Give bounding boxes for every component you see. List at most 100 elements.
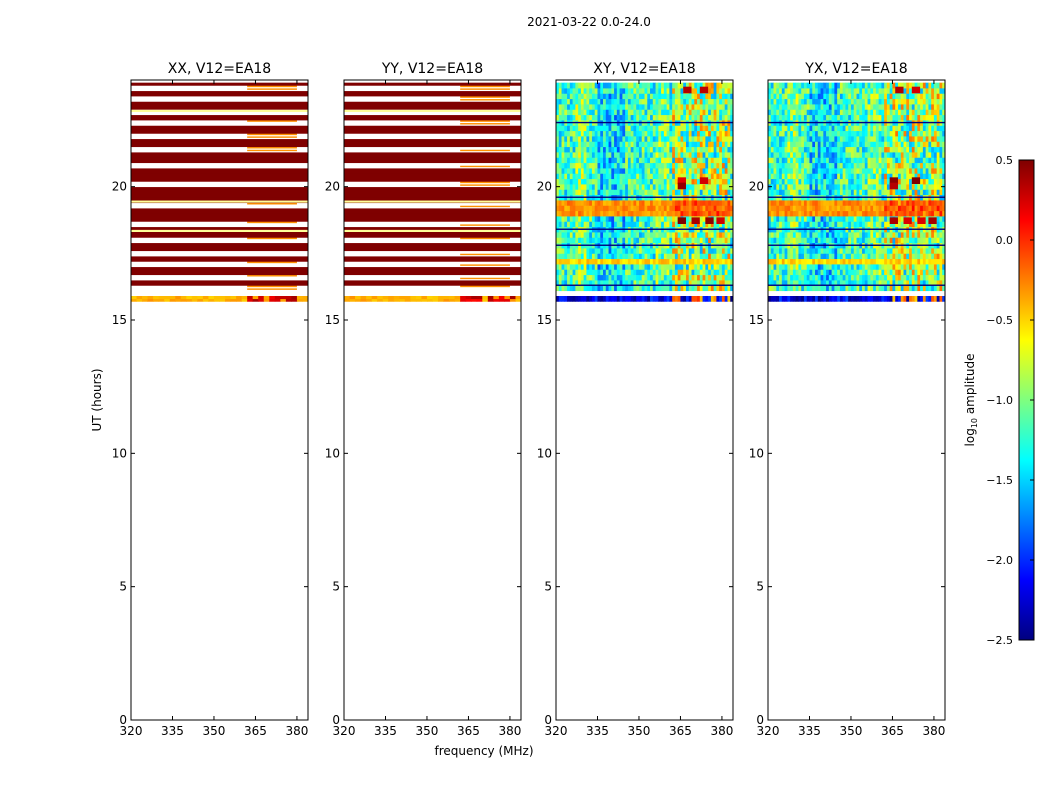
heatmap-cell bbox=[920, 258, 924, 265]
heatmap-cell bbox=[611, 109, 615, 116]
heatmap-cell bbox=[652, 173, 656, 180]
heatmap-cell bbox=[792, 285, 797, 292]
heatmap-cell bbox=[685, 146, 690, 153]
heatmap-cell bbox=[834, 296, 838, 302]
heatmap-cell bbox=[666, 189, 670, 196]
heatmap-cell bbox=[694, 248, 698, 254]
heatmap-cell bbox=[683, 173, 687, 180]
heatmap-cell bbox=[727, 253, 731, 260]
heatmap-cell bbox=[131, 218, 308, 222]
heatmap-cell bbox=[636, 114, 640, 121]
heatmap-cell bbox=[677, 177, 686, 184]
heatmap-cell bbox=[823, 162, 827, 169]
heatmap-cell bbox=[627, 248, 632, 254]
heatmap-cell bbox=[815, 216, 819, 222]
heatmap-cell bbox=[655, 109, 659, 116]
heatmap-cell bbox=[716, 205, 720, 212]
heatmap-cell bbox=[837, 141, 841, 148]
heatmap-cell bbox=[652, 253, 656, 260]
heatmap-cell bbox=[655, 269, 659, 276]
heatmap-cell bbox=[600, 141, 604, 148]
heatmap-cell bbox=[583, 173, 587, 180]
heatmap-cell bbox=[674, 200, 679, 206]
heatmap-cell bbox=[567, 125, 571, 132]
heatmap-cell bbox=[641, 253, 645, 260]
heatmap-cell bbox=[683, 248, 687, 254]
heatmap-cell bbox=[603, 296, 607, 302]
heatmap-cell bbox=[900, 269, 904, 276]
heatmap-cell bbox=[564, 178, 568, 185]
heatmap-cell bbox=[699, 264, 703, 270]
heatmap-cell bbox=[558, 221, 562, 228]
heatmap-cell bbox=[842, 274, 846, 281]
heatmap-cell bbox=[730, 258, 734, 265]
heatmap-cell bbox=[674, 82, 679, 89]
heatmap-cell bbox=[897, 258, 902, 265]
heatmap-cell bbox=[914, 200, 918, 206]
heatmap-cell bbox=[697, 146, 701, 153]
heatmap-cell bbox=[823, 157, 827, 164]
heatmap-cell bbox=[853, 253, 857, 260]
heatmap-cell bbox=[892, 162, 896, 169]
heatmap-cell bbox=[779, 253, 783, 260]
heatmap-cell bbox=[848, 269, 852, 276]
heatmap-cell bbox=[616, 98, 621, 105]
heatmap-cell bbox=[685, 200, 690, 206]
heatmap-cell bbox=[897, 296, 902, 302]
heatmap-cell bbox=[569, 274, 573, 281]
heatmap-cell bbox=[889, 264, 893, 270]
heatmap-cell bbox=[727, 130, 731, 137]
heatmap-cell bbox=[909, 157, 913, 164]
heatmap-cell bbox=[892, 152, 896, 158]
heatmap-cell bbox=[942, 146, 946, 153]
heatmap-cell bbox=[942, 141, 946, 148]
heatmap-cell bbox=[812, 253, 816, 260]
heatmap-cell bbox=[586, 189, 590, 196]
heatmap-cell bbox=[939, 248, 943, 254]
heatmap-cell bbox=[925, 200, 929, 206]
heatmap-cell bbox=[826, 168, 830, 174]
heatmap-cell bbox=[561, 146, 565, 153]
heatmap-cell bbox=[801, 173, 805, 180]
heatmap-cell bbox=[867, 162, 871, 169]
heatmap-cell bbox=[792, 280, 797, 286]
heatmap-cell bbox=[611, 205, 615, 212]
heatmap-cell bbox=[795, 178, 799, 185]
heatmap-cell bbox=[630, 125, 634, 132]
heatmap-cell bbox=[803, 274, 808, 281]
heatmap-cell bbox=[627, 221, 632, 228]
heatmap-cell bbox=[561, 184, 565, 190]
heatmap-cell bbox=[694, 114, 698, 121]
heatmap-cell bbox=[839, 178, 844, 185]
heatmap-cell bbox=[655, 216, 659, 222]
heatmap-cell bbox=[449, 298, 456, 302]
heatmap-cell bbox=[820, 237, 824, 244]
heatmap-cell bbox=[776, 253, 780, 260]
heatmap-cell bbox=[705, 130, 709, 137]
heatmap-cell bbox=[806, 205, 810, 212]
heatmap-cell bbox=[674, 125, 679, 132]
heatmap-cell bbox=[661, 152, 665, 158]
heatmap-cell bbox=[644, 205, 648, 212]
heatmap-cell bbox=[680, 269, 684, 276]
heatmap-cell bbox=[688, 280, 692, 286]
heatmap-cell bbox=[569, 285, 573, 292]
heatmap-cell bbox=[917, 205, 921, 212]
heatmap-cell bbox=[889, 157, 893, 164]
heatmap-cell bbox=[842, 264, 846, 270]
heatmap-cell bbox=[344, 218, 521, 222]
heatmap-cell bbox=[724, 136, 728, 142]
heatmap-cell bbox=[605, 104, 609, 110]
heatmap-cell bbox=[280, 298, 287, 302]
heatmap-cell bbox=[933, 248, 938, 254]
heatmap-cell bbox=[856, 210, 860, 217]
heatmap-cell bbox=[597, 93, 601, 100]
heatmap-cell bbox=[815, 162, 819, 169]
heatmap-cell bbox=[677, 200, 681, 206]
heatmap-cell bbox=[925, 136, 929, 142]
heatmap-cell bbox=[776, 285, 780, 292]
heatmap-cell bbox=[603, 189, 607, 196]
heatmap-cell bbox=[939, 205, 943, 212]
heatmap-cell bbox=[886, 178, 891, 185]
